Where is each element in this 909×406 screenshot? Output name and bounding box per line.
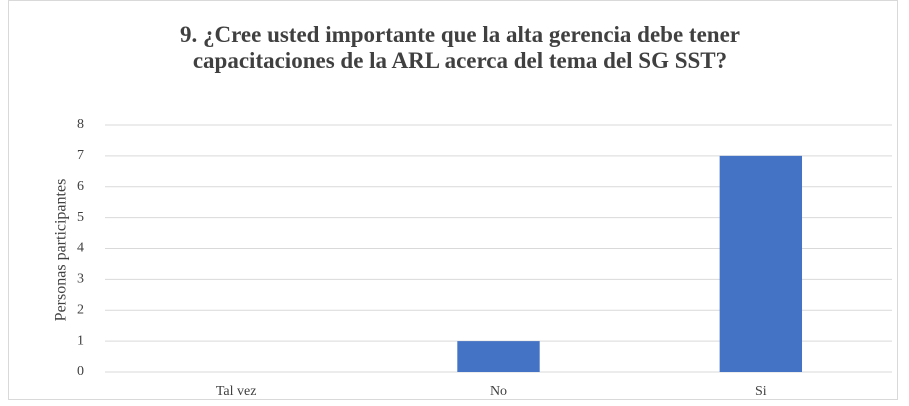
x-tick-label: Si [755,384,767,399]
chart-title: 9. ¿Cree usted importante que la alta ge… [180,22,740,73]
y-tick-label: 3 [77,272,84,287]
bar [719,155,803,372]
y-tick-label: 1 [77,333,84,348]
x-tick-label: No [490,384,507,399]
y-tick-label: 4 [77,241,84,256]
y-axis-label: Personas participantes [53,179,70,322]
y-tick-label: 2 [77,302,84,317]
y-tick-label: 8 [77,117,84,132]
bar [457,341,540,372]
y-tick-label: 5 [77,210,84,225]
chart-frame [8,0,898,400]
y-tick-label: 6 [77,179,84,194]
x-tick-label: Tal vez [216,384,257,399]
y-tick-label: 7 [77,148,84,163]
y-tick-label: 0 [77,364,84,379]
